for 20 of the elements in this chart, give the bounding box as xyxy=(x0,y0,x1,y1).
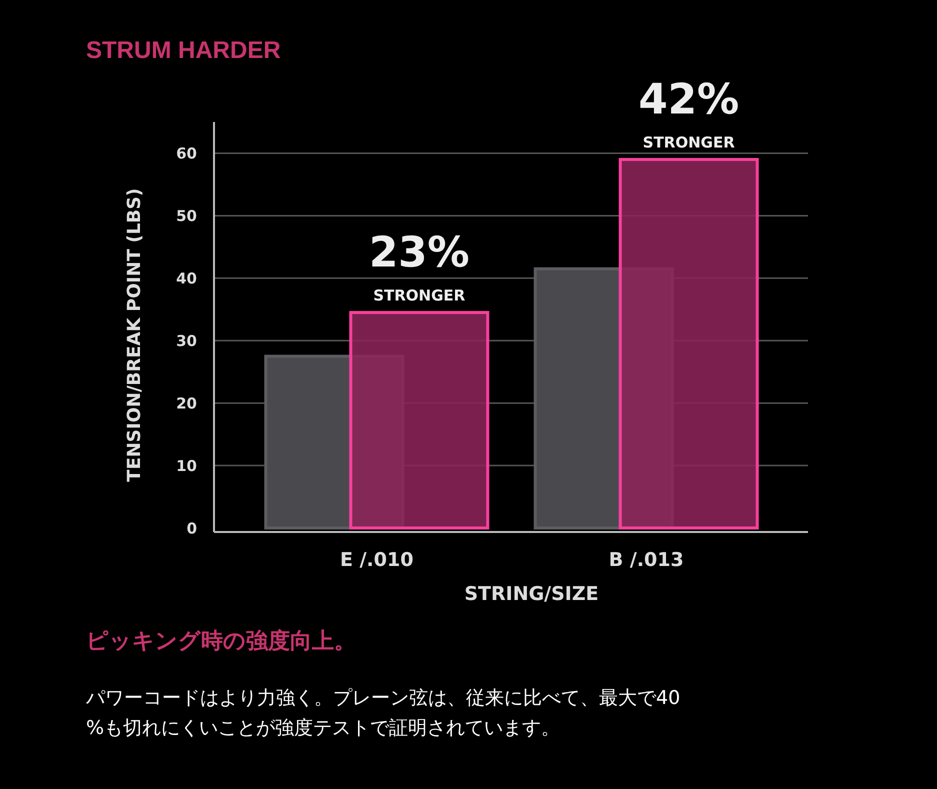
text: ピッキング時の強度向上。 xyxy=(86,628,356,654)
y-tick-label: 50 xyxy=(176,206,197,225)
y-tick-label: 40 xyxy=(176,269,197,288)
y-tick-label: 0 xyxy=(186,519,197,538)
bar xyxy=(349,311,490,530)
bar xyxy=(618,158,759,530)
y-tick-label: 60 xyxy=(176,144,197,162)
chart-title: STRUM HARDER xyxy=(86,37,281,64)
x-tick-label: B /.013 xyxy=(608,549,684,571)
annotation: STRONGER xyxy=(642,133,736,152)
y-tick-label: 30 xyxy=(176,332,197,350)
annotation: 23% xyxy=(368,228,470,277)
y-tick-label: 10 xyxy=(176,456,197,475)
annotation: 42% xyxy=(638,74,740,124)
y-axis-title: TENSION/BREAK POINT (LBS) xyxy=(124,188,145,482)
x-axis-title: STRING/SIZE xyxy=(464,583,599,605)
x-tick-label: E /.010 xyxy=(340,549,414,571)
annotation: STRONGER xyxy=(373,286,466,305)
text: パワーコードはより力強く。プレーン弦は、従来に比べて、最大で40%も切れにくいことが強度テストで証明されています。 xyxy=(85,687,680,739)
y-tick-label: 20 xyxy=(176,394,197,412)
